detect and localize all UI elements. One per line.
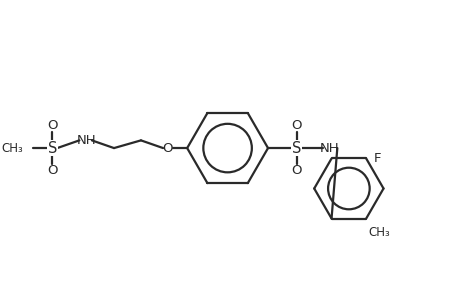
Text: F: F: [373, 152, 381, 165]
Text: CH₃: CH₃: [2, 142, 23, 154]
Text: O: O: [47, 164, 57, 177]
Text: CH₃: CH₃: [367, 226, 389, 239]
Text: O: O: [291, 119, 302, 132]
Text: O: O: [47, 119, 57, 132]
Text: O: O: [162, 142, 173, 154]
Text: NH: NH: [319, 142, 339, 154]
Text: NH: NH: [77, 134, 97, 147]
Text: S: S: [291, 141, 301, 156]
Text: O: O: [291, 164, 302, 177]
Text: S: S: [48, 141, 57, 156]
